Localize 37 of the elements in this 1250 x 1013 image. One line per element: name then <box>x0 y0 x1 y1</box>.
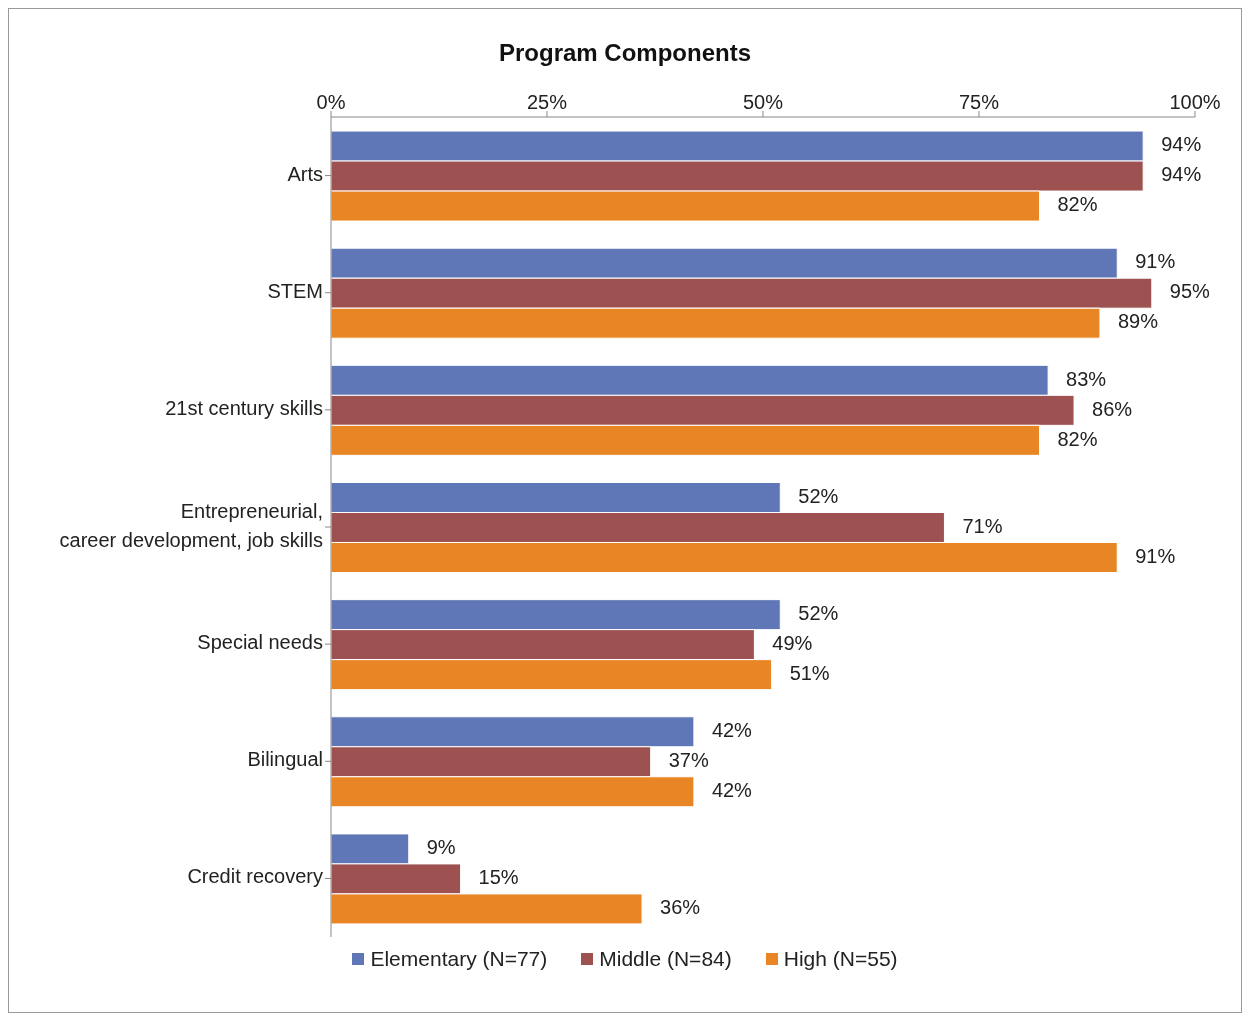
data-label: 82% <box>1057 193 1098 216</box>
x-tick-label: 75% <box>958 91 1000 113</box>
y-tick-label: STEM <box>267 280 323 302</box>
data-label: 71% <box>962 514 1003 537</box>
data-label: 37% <box>668 749 709 772</box>
data-label: 42% <box>711 719 753 742</box>
x-tick-label: 100% <box>1169 91 1221 113</box>
data-label: 52% <box>798 601 839 624</box>
legend-label: Elementary (N=77) <box>370 947 548 971</box>
data-label: 9% <box>426 836 456 859</box>
y-tick-label: Arts <box>287 162 323 185</box>
legend-label: High (N=55) <box>783 947 898 971</box>
data-label: 51% <box>789 661 830 684</box>
x-tick-label: 50% <box>742 91 784 113</box>
x-tick-label: 0% <box>316 91 346 113</box>
y-tick-label: Bilingual <box>247 748 323 771</box>
data-label: 52% <box>798 484 839 507</box>
x-tick-label: 25% <box>526 91 568 113</box>
data-label: 91% <box>1135 250 1176 273</box>
legend-label: Middle (N=84) <box>599 947 732 971</box>
data-label: 94% <box>1161 163 1202 186</box>
data-label: 89% <box>1117 310 1159 333</box>
data-label: 83% <box>1066 367 1107 390</box>
data-label: 91% <box>1135 544 1176 567</box>
data-label: 86% <box>1092 397 1133 420</box>
data-label: 42% <box>711 779 753 802</box>
data-label: 49% <box>772 631 813 654</box>
data-label: 15% <box>478 866 519 889</box>
y-tick-label: Entrepreneurial, career development, job skills <box>59 499 323 551</box>
data-label: 36% <box>660 896 701 919</box>
y-tick-label: 21st century skills <box>165 397 323 420</box>
y-tick-label: Credit recovery <box>187 865 323 888</box>
data-label: 82% <box>1057 427 1098 450</box>
chart-title: Program Components <box>498 39 752 67</box>
data-label: 95% <box>1169 280 1211 303</box>
y-tick-label: Special needs <box>197 631 323 654</box>
data-label: 94% <box>1161 133 1202 156</box>
